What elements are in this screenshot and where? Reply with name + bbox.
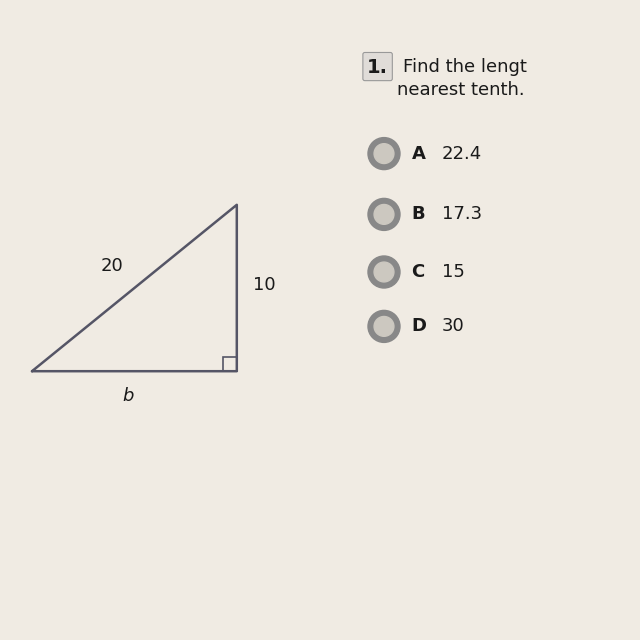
Text: D: D [412, 317, 426, 335]
Circle shape [374, 316, 394, 337]
Circle shape [368, 256, 400, 288]
Text: b: b [122, 387, 134, 405]
Text: Find the lengt: Find the lengt [403, 58, 527, 76]
Circle shape [368, 310, 400, 342]
Text: 22.4: 22.4 [442, 145, 482, 163]
Text: 30: 30 [442, 317, 465, 335]
Text: 20: 20 [100, 257, 124, 275]
Circle shape [374, 204, 394, 224]
Circle shape [368, 138, 400, 170]
Circle shape [374, 143, 394, 164]
Text: C: C [412, 263, 425, 281]
Text: 15: 15 [442, 263, 465, 281]
Bar [223, 357, 237, 371]
Text: A: A [412, 145, 426, 163]
Text: 1.: 1. [367, 58, 388, 77]
Text: 17.3: 17.3 [442, 205, 482, 223]
Circle shape [368, 198, 400, 230]
Text: 10: 10 [253, 276, 275, 294]
Text: B: B [412, 205, 425, 223]
Text: nearest tenth.: nearest tenth. [397, 81, 524, 99]
Circle shape [374, 262, 394, 282]
FancyBboxPatch shape [363, 52, 392, 81]
